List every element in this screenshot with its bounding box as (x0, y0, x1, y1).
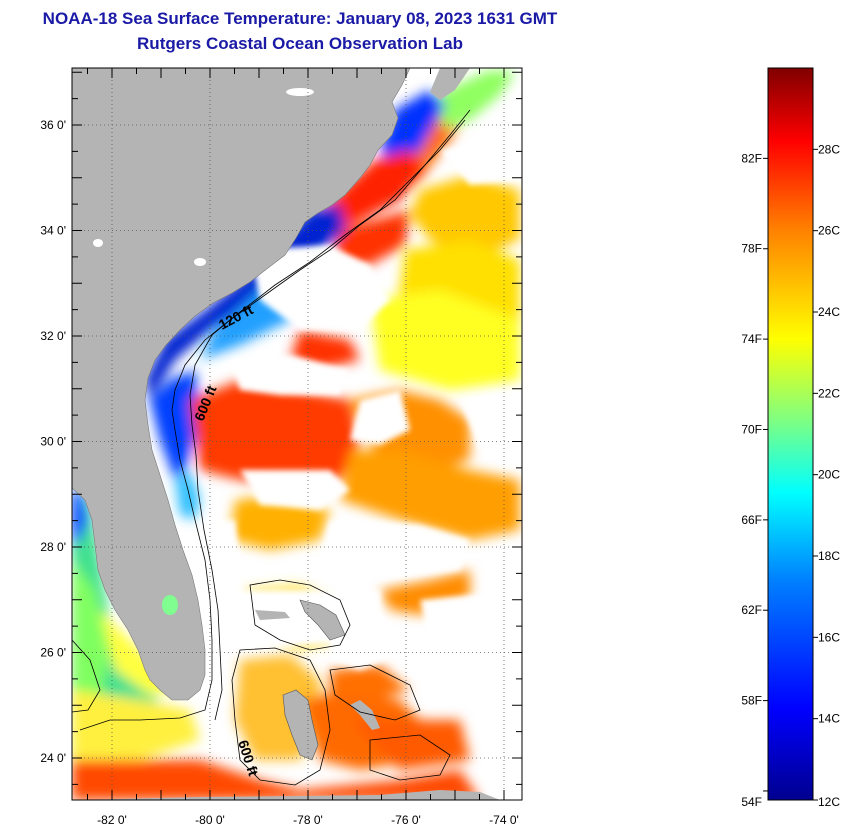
colorbar-c-label: 22C (818, 386, 840, 400)
lon-tick-label: -80 0' (195, 813, 225, 827)
lat-tick-label: 28 0' (40, 540, 66, 554)
colorbar-c-label: 12C (818, 795, 840, 809)
lat-tick-label: 34 0' (40, 224, 66, 238)
lat-tick-label: 36 0' (40, 118, 66, 132)
latitude-labels: 36 0' 34 0' 32 0' 30 0' 28 0' 26 0' 24 0' (40, 118, 66, 765)
colorbar-c-label: 14C (818, 712, 840, 726)
land-bahamas-eleuthera (350, 700, 380, 730)
gridlines (72, 68, 522, 800)
land-bahamas-abaco (299, 599, 346, 641)
colorbar-f-label: 62F (741, 603, 762, 617)
colorbar-f-label: 78F (741, 242, 762, 256)
colorbar-ticks (763, 148, 818, 801)
land-cuba (72, 790, 500, 800)
colorbar-c-label: 18C (818, 549, 840, 563)
map-panel: 120 ft 600 ft 600 ft (72, 68, 522, 800)
lon-tick-label: -78 0' (293, 813, 323, 827)
colorbar-f-label: 54F (741, 795, 762, 809)
colorbar-bar (767, 67, 814, 801)
colorbar-c-label: 16C (818, 630, 840, 644)
land-bahamas-grand (255, 610, 290, 620)
colorbar-f-label: 74F (741, 332, 762, 346)
lat-tick-label: 32 0' (40, 329, 66, 343)
lat-tick-label: 26 0' (40, 646, 66, 660)
longitude-labels: -82 0' -80 0' -78 0' -76 0' -74 0' (97, 813, 519, 827)
colorbar-f-label: 58F (741, 694, 762, 708)
lon-tick-label: -82 0' (97, 813, 127, 827)
lon-tick-label: -74 0' (489, 813, 519, 827)
colorbar-celsius-labels: 12C 14C 16C 18C 20C 22C 24C 26C 28C (818, 142, 840, 809)
land-outer-banks (430, 68, 470, 100)
cloud-cover (180, 140, 520, 700)
colorbar-fahrenheit-labels: 54F 58F 62F 66F 70F 74F 78F 82F (741, 151, 762, 809)
axis-ticks (72, 68, 522, 800)
colorbar-f-label: 66F (741, 513, 762, 527)
land-southeast-us (72, 68, 411, 701)
lat-tick-label: 30 0' (40, 435, 66, 449)
lon-tick-label: -76 0' (391, 813, 421, 827)
colorbar: 54F 58F 62F 66F 70F 74F 78F 82F 12C 14C 16C 18C 20C… (741, 67, 840, 809)
colorbar-c-label: 20C (818, 468, 840, 482)
map-subtitle: Rutgers Coastal Ocean Observation Lab (137, 34, 463, 53)
colorbar-c-label: 28C (818, 142, 840, 156)
depth-contours (72, 109, 471, 786)
lat-tick-label: 24 0' (40, 751, 66, 765)
colorbar-c-label: 26C (818, 224, 840, 238)
land-bahamas-andros (282, 689, 319, 761)
map-frame (71, 67, 523, 801)
colorbar-f-label: 82F (741, 151, 762, 165)
colorbar-f-label: 70F (741, 422, 762, 436)
map-title: NOAA-18 Sea Surface Temperature: January… (42, 9, 558, 28)
colorbar-c-label: 24C (818, 305, 840, 319)
